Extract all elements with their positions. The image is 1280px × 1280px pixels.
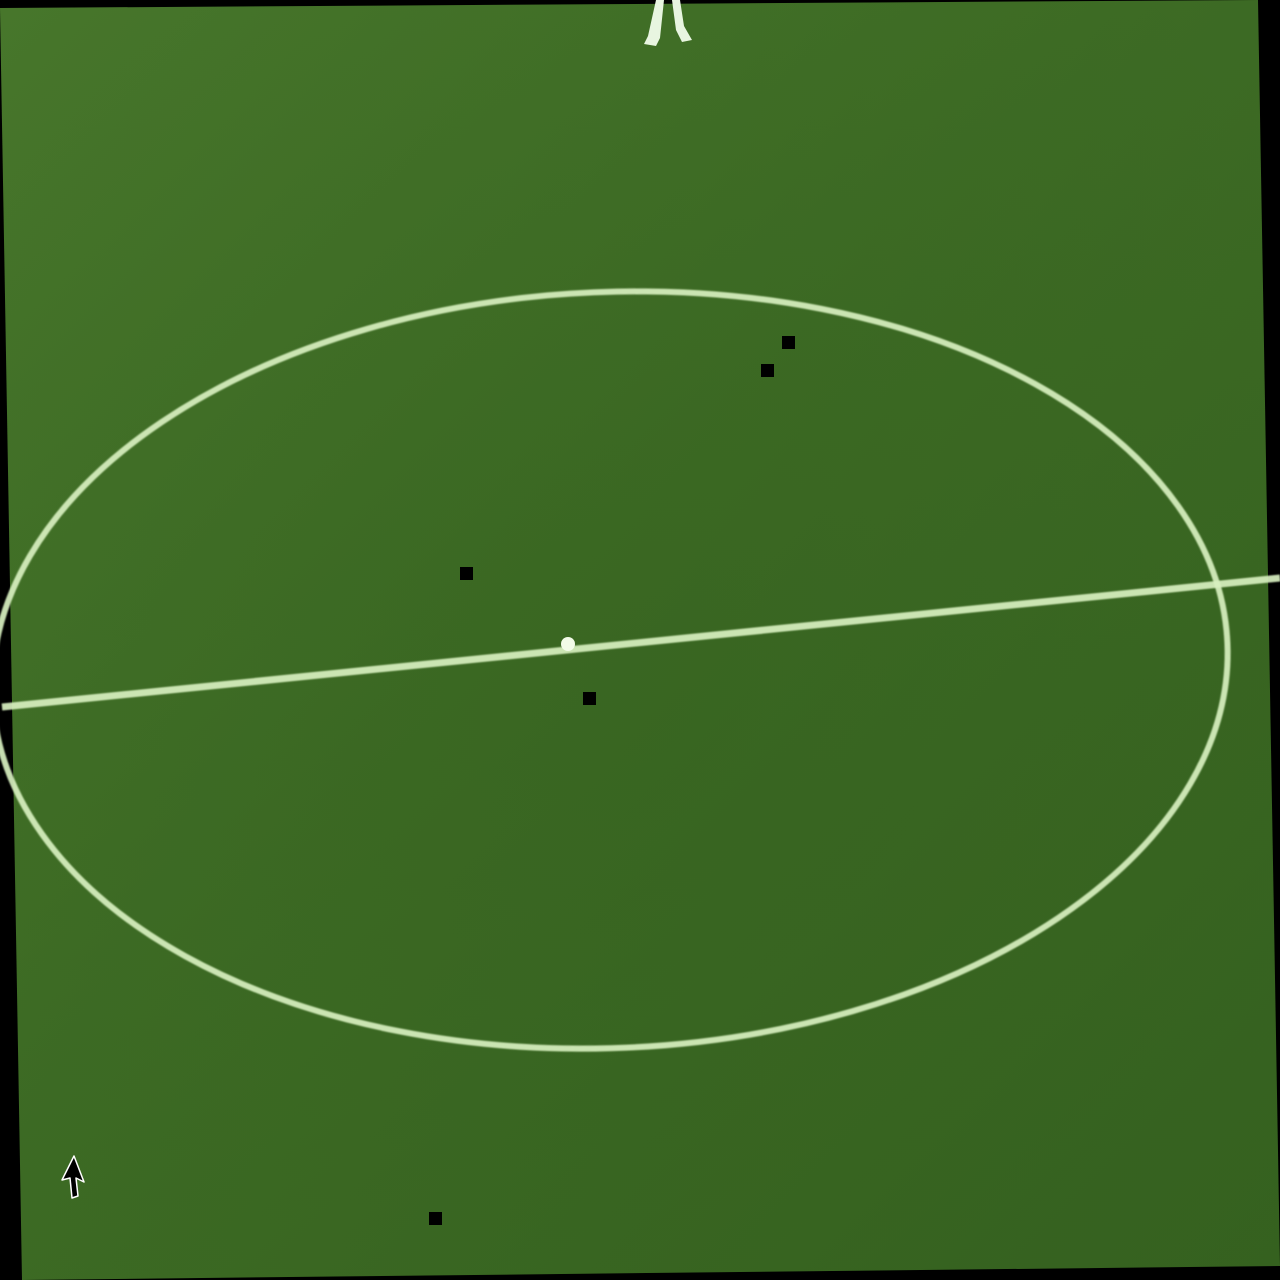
- center-circle: [0, 288, 1231, 1052]
- marker[interactable]: [583, 692, 596, 705]
- player-leg-left: [644, 0, 664, 46]
- halfway-line: [1, 574, 1280, 711]
- marker[interactable]: [429, 1212, 442, 1225]
- player-figure[interactable]: [644, 0, 692, 46]
- arrow-cursor-icon: [61, 1155, 85, 1199]
- marker[interactable]: [460, 567, 473, 580]
- marker-group: [429, 336, 795, 1225]
- marker[interactable]: [782, 336, 795, 349]
- player-leg-right: [672, 0, 692, 42]
- center-spot: [561, 637, 575, 651]
- marker[interactable]: [761, 364, 774, 377]
